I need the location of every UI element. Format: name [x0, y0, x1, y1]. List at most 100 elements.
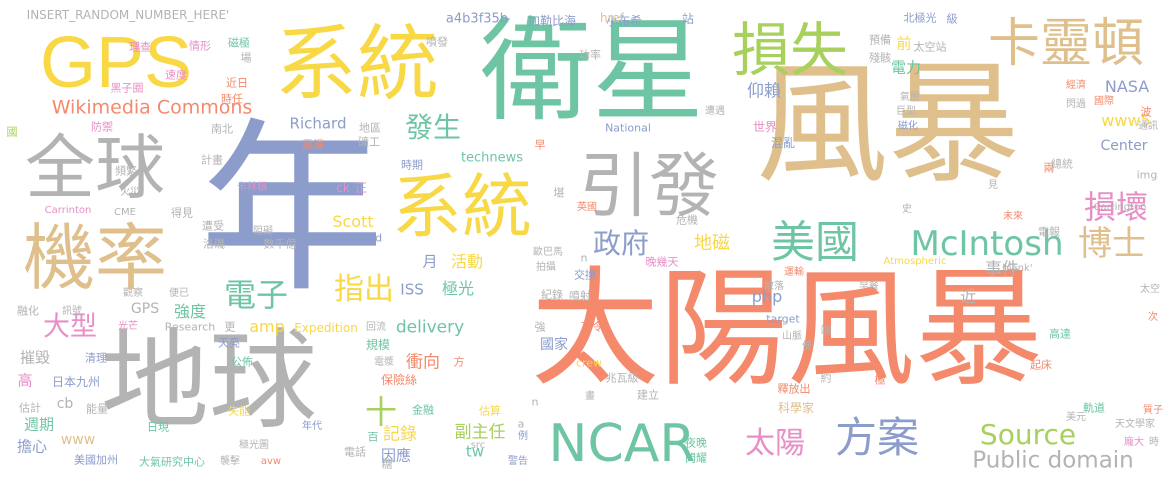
word-shi3: 史: [902, 204, 912, 215]
word-oubama: 歐巴馬: [533, 247, 563, 258]
word-xitong-top: 系統: [274, 17, 440, 112]
word-jilu: 記錄: [383, 424, 417, 445]
word-fasheng: 發生: [404, 111, 462, 144]
word-hunluan: 混亂: [770, 136, 796, 150]
word-meiguojiazhou: 美國加州: [74, 453, 118, 467]
word-liang: 兩: [1043, 161, 1055, 175]
word-ciji: 磁極: [228, 36, 250, 50]
word-kalindun: 卡林頓: [237, 182, 267, 193]
word-jinrong: 金融: [412, 403, 434, 417]
word-yanglai: 仰賴: [747, 81, 781, 102]
word-rixian: 日現: [147, 420, 169, 434]
word-sudu: 速度: [165, 68, 187, 82]
word-amp: amp: [249, 317, 285, 336]
word-shijian: 事件: [985, 259, 1019, 280]
word-shineng: 失能: [228, 404, 250, 418]
word-expedition: Expedition: [294, 321, 358, 335]
word-tongxun: 通訊: [1138, 121, 1158, 132]
word-yinfa: 引發: [579, 145, 719, 227]
word-research: Research: [164, 320, 216, 334]
word-zhan: 站: [681, 12, 695, 26]
word-cuihui: 摧毀: [19, 348, 51, 367]
word-dianzi: 電子: [223, 276, 289, 314]
word-daqiyanjiu: 大氣研究中心: [139, 455, 205, 469]
word-pangda: 龐大: [1124, 437, 1144, 448]
word-insert-random: INSERT_RANDOM_NUMBER_HERE': [26, 8, 230, 22]
word-bian: 便: [802, 341, 812, 352]
word-juxing: 巨型: [896, 106, 916, 117]
word-crew: crew: [575, 356, 603, 370]
word-kexuejia: 科學家: [777, 401, 815, 415]
word-ji: 級: [946, 12, 958, 26]
word-ronghua: 融化: [17, 304, 39, 318]
word-blank: _blank': [997, 263, 1033, 274]
word-zheng: 正: [354, 181, 368, 195]
word-yunshu: 運輸: [784, 267, 804, 278]
word-tianliang: 天亮: [218, 336, 240, 350]
word-iss: ISS: [400, 280, 424, 299]
word-shi: 十: [364, 393, 398, 431]
word-ck: ck: [336, 181, 350, 195]
word-zoneid: zoneid: [345, 231, 383, 245]
word-jilv: 機率: [22, 216, 168, 300]
word-img: img: [1136, 168, 1158, 182]
word-xunhao: 訊號: [62, 306, 82, 317]
word-guo: 國: [6, 125, 18, 139]
word-n1: n: [580, 251, 588, 265]
word-gonglv: 功率: [579, 48, 601, 62]
word-nasa: NASA: [1104, 77, 1150, 96]
word-atmospheric: Atmospheric: [883, 256, 947, 267]
word-luoji: 洛磯: [203, 237, 225, 251]
word-zhouqi: 週期: [23, 415, 55, 434]
word-richard: Richard: [289, 114, 347, 133]
word-a: a: [517, 417, 525, 431]
word-gps-small: GPS: [130, 301, 160, 317]
word-nian: 年: [199, 101, 385, 318]
word-wikimedia-commons: Wikimedia Commons: [51, 96, 253, 119]
word-yue2: 約: [820, 371, 832, 385]
word-jinggao: 警告: [508, 456, 528, 467]
word-baoxiansi: 保險絲: [380, 373, 418, 387]
word-a4b3f35b: a4b3f35b: [445, 11, 509, 27]
word-shanguo: 閃過: [1066, 99, 1086, 110]
word-zongtong: 總統: [1051, 157, 1073, 171]
word-yue: 月: [422, 252, 438, 271]
word-niandai: 年代: [302, 421, 322, 432]
word-delivery: delivery: [395, 317, 465, 338]
word-wanjitian: 晚幾天: [645, 255, 679, 269]
word-xitong-mid: 系統: [392, 166, 532, 248]
word-dejian: 得見: [171, 206, 193, 220]
word-bianyi: 便已: [169, 288, 189, 299]
word-target: target: [766, 312, 800, 326]
word-dici: 地磁: [694, 233, 730, 254]
word-tw: tw: [465, 442, 485, 461]
word-dianbao: 電報: [1038, 225, 1060, 239]
word-riben: 日本九州: [51, 375, 101, 389]
word-cihua: 磁化: [898, 121, 918, 132]
word-www: www: [60, 432, 96, 448]
word-shanyao: 閃耀: [685, 451, 707, 465]
word-jialebi: 加勒比海: [527, 14, 577, 28]
word-fangan: 方案: [834, 413, 920, 462]
word-danxin: 擔心: [16, 437, 48, 456]
word-pinfan: 頻繁: [115, 164, 137, 178]
word-nanbei: 南北: [211, 122, 233, 136]
word-kuanggong: 礦工: [358, 135, 380, 149]
word-chongxiang: 衝向: [406, 352, 440, 373]
word-href: href: [600, 11, 624, 25]
word-dianhua: 電話: [344, 445, 366, 459]
word-guimo: 規模: [365, 338, 391, 352]
word-hua: 畫: [585, 391, 595, 402]
word-qingli: 清理: [85, 351, 107, 365]
word-shijie: 世界: [752, 120, 778, 134]
word-gusuan: 估算: [479, 404, 501, 418]
word-yingguo: 英國: [577, 202, 597, 213]
word-chang: 場: [240, 51, 252, 65]
word-heiziquan: 黑子圈: [110, 81, 144, 95]
word-xiji: 襲擊: [220, 456, 240, 467]
word-guangmang: 光芒: [118, 321, 138, 332]
word-mcintosh: McIntosh: [910, 224, 1064, 264]
word-beijiguang: 北極光: [903, 11, 937, 25]
word-bo: 波: [1140, 105, 1152, 119]
word-cb: cb: [56, 396, 74, 412]
